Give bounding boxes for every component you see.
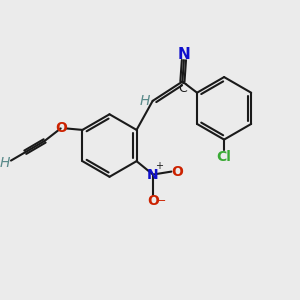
Text: O: O <box>55 122 67 135</box>
Text: Cl: Cl <box>217 150 232 164</box>
Text: O: O <box>171 165 183 178</box>
Text: N: N <box>178 47 190 62</box>
Text: H: H <box>0 156 10 170</box>
Text: −: − <box>157 196 166 206</box>
Text: N: N <box>147 168 159 182</box>
Text: O: O <box>147 194 159 208</box>
Text: H: H <box>139 94 149 108</box>
Text: C: C <box>178 82 187 95</box>
Text: +: + <box>155 161 163 171</box>
